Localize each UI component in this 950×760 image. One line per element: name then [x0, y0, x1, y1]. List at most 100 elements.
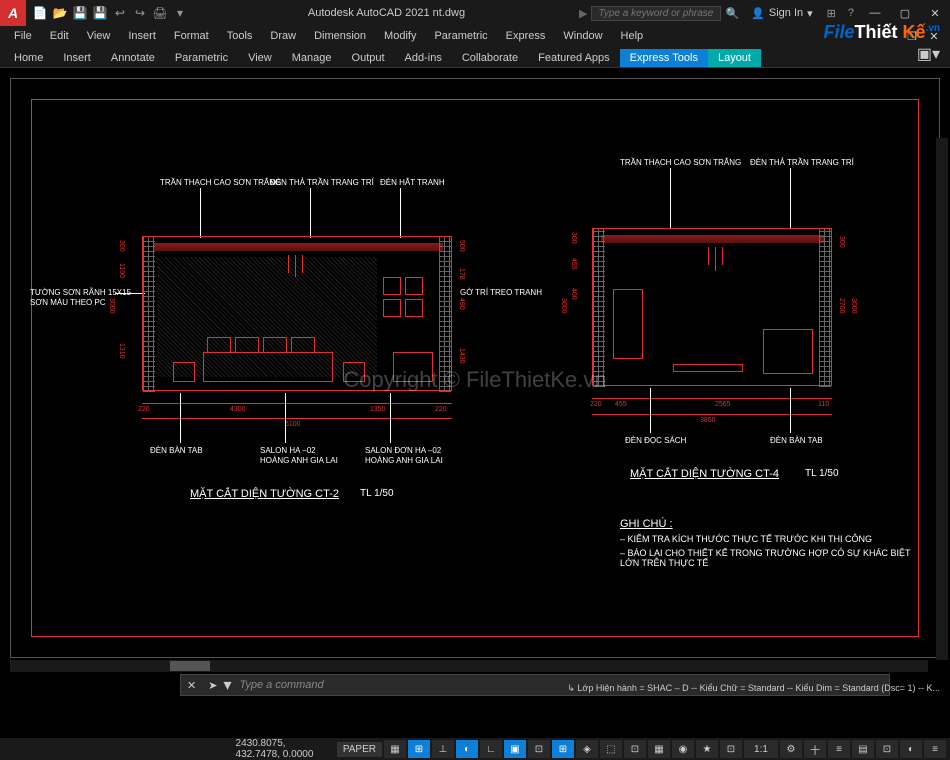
section-title: MẶT CẮT DIỆN TƯỜNG CT-2 — [190, 488, 339, 500]
menu-file[interactable]: File — [6, 28, 40, 44]
menu-parametric[interactable]: Parametric — [426, 28, 495, 44]
notes-item: – KIỂM TRA KÍCH THƯỚC THỰC TẾ TRƯỚC KHI … — [620, 534, 930, 544]
dim: 110 — [818, 401, 829, 408]
menu-bar: File Edit View Insert Format Tools Draw … — [0, 26, 950, 46]
status-3dosnap-icon[interactable]: ⊡ — [528, 740, 550, 758]
label: TRẦN THẠCH CAO SƠN TRẮNG — [620, 158, 741, 167]
tab-featured[interactable]: Featured Apps — [528, 49, 620, 67]
search-input[interactable] — [591, 6, 721, 21]
status-snap-icon[interactable]: ⊞ — [408, 740, 430, 758]
tab-addins[interactable]: Add-ins — [395, 49, 452, 67]
dim: 3000 — [850, 298, 857, 314]
status-bar: 2430.8075, 432.7478, 0.0000 PAPER ▦ ⊞ ⊥ … — [0, 738, 950, 760]
tab-collaborate[interactable]: Collaborate — [452, 49, 528, 67]
tab-annotate[interactable]: Annotate — [101, 49, 165, 67]
status-iso-icon[interactable]: ∟ — [480, 740, 502, 758]
tab-output[interactable]: Output — [342, 49, 395, 67]
tab-manage[interactable]: Manage — [282, 49, 342, 67]
dim: 220 — [590, 401, 602, 408]
dim: 490 — [458, 298, 465, 310]
status-polar-icon[interactable]: ◐ — [456, 740, 478, 758]
qat-print-icon[interactable]: 🖨 — [152, 5, 168, 21]
menu-tools[interactable]: Tools — [219, 28, 261, 44]
status-lwt-icon[interactable]: ◈ — [576, 740, 598, 758]
section-ct2: TRẦN THẠCH CAO SƠN TRẮNG ĐÈN THẢ TRẦN TR… — [30, 178, 490, 518]
status-transparency-icon[interactable]: ⬚ — [600, 740, 622, 758]
status-ws-icon[interactable]: ≡ — [828, 740, 850, 758]
menu-window[interactable]: Window — [555, 28, 610, 44]
tab-insert[interactable]: Insert — [53, 49, 101, 67]
space-toggle[interactable]: PAPER — [337, 742, 382, 757]
dim: 300 — [838, 236, 845, 248]
tab-express-tools[interactable]: Express Tools — [620, 49, 708, 67]
menu-view[interactable]: View — [79, 28, 119, 44]
section-ct4: TRẦN THẠCH CAO SƠN TRẮNG ĐÈN THẢ TRẦN TR… — [520, 158, 910, 518]
notes-item: – BÁO LẠI CHO THIẾT KẾ TRONG TRƯỜNG HỢP … — [620, 548, 930, 568]
dim: 3850 — [700, 417, 716, 424]
status-otrack-icon[interactable]: ⊞ — [552, 740, 574, 758]
window-title: Autodesk AutoCAD 2021 nt.dwg — [194, 7, 579, 19]
menu-edit[interactable]: Edit — [42, 28, 77, 44]
qat-saveas-icon[interactable]: 💾 — [92, 5, 108, 21]
status-scale[interactable]: 1:1 — [744, 740, 778, 758]
status-cycle-icon[interactable]: ⊡ — [624, 740, 646, 758]
dim: 1350 — [370, 406, 386, 413]
qat-more-icon[interactable]: ▾ — [172, 5, 188, 21]
tab-view[interactable]: View — [238, 49, 282, 67]
ribbon-minimize-icon[interactable]: ▣▾ — [911, 41, 946, 67]
status-osnap-icon[interactable]: ▣ — [504, 740, 526, 758]
qat-open-icon[interactable]: 📂 — [52, 5, 68, 21]
scrollbar-thumb[interactable] — [170, 661, 210, 671]
status-hw-icon[interactable]: ◐ — [900, 740, 922, 758]
menu-express[interactable]: Express — [498, 28, 554, 44]
status-units-icon[interactable]: ⊡ — [876, 740, 898, 758]
menu-draw[interactable]: Draw — [262, 28, 304, 44]
menu-insert[interactable]: Insert — [120, 28, 164, 44]
status-plus-icon[interactable]: 十 — [804, 740, 826, 758]
qat-save-icon[interactable]: 💾 — [72, 5, 88, 21]
qat-undo-icon[interactable]: ↩ — [112, 5, 128, 21]
section-scale: TL 1/50 — [360, 488, 394, 499]
status-monitor-icon[interactable]: ▤ — [852, 740, 874, 758]
status-clean-icon[interactable]: ≡ — [924, 740, 946, 758]
ribbon-tabs: Home Insert Annotate Parametric View Man… — [0, 46, 950, 68]
label: HOÀNG ANH GIA LAI — [260, 456, 338, 465]
qat-new-icon[interactable]: 📄 — [32, 5, 48, 21]
tab-home[interactable]: Home — [4, 49, 53, 67]
help-icon[interactable]: ? — [842, 7, 860, 19]
notes-block: GHI CHÚ : – KIỂM TRA KÍCH THƯỚC THỰC TẾ … — [620, 518, 930, 568]
menu-dimension[interactable]: Dimension — [306, 28, 374, 44]
tab-layout[interactable]: Layout — [708, 49, 761, 67]
cmd-close-icon[interactable]: ✕ — [181, 679, 202, 692]
vertical-scrollbar[interactable] — [936, 138, 948, 660]
status-dyn-icon[interactable]: ▦ — [648, 740, 670, 758]
search-icon[interactable]: 🔍 — [721, 7, 743, 20]
status-anno-icon[interactable]: ⊡ — [720, 740, 742, 758]
tab-parametric[interactable]: Parametric — [165, 49, 238, 67]
signin-button[interactable]: 👤 Sign In ▾ — [743, 7, 820, 20]
status-ortho-icon[interactable]: ⊥ — [432, 740, 454, 758]
status-icons: ▦ ⊞ ⊥ ◐ ∟ ▣ ⊡ ⊞ ◈ ⬚ ⊡ ▦ ◉ ★ ⊡ 1:1 ⚙ 十 ≡ … — [384, 740, 946, 758]
dim: 2565 — [715, 401, 731, 408]
menu-format[interactable]: Format — [166, 28, 217, 44]
menu-help[interactable]: Help — [613, 28, 652, 44]
dim: 220 — [435, 406, 447, 413]
drawing-canvas[interactable]: TRẦN THẠCH CAO SƠN TRẮNG ĐÈN THẢ TRẦN TR… — [0, 68, 950, 718]
dim: 3000 — [560, 298, 567, 314]
dim: 1310 — [118, 343, 125, 359]
cmd-prompt-icon: ➤ — [202, 679, 223, 692]
watermark-logo: FileThiết Kế.vn — [824, 22, 941, 43]
status-qp-icon[interactable]: ◉ — [672, 740, 694, 758]
menu-modify[interactable]: Modify — [376, 28, 424, 44]
quick-access-toolbar: 📄 📂 💾 💾 ↩ ↪ 🖨 ▾ — [26, 5, 194, 21]
autodesk-app-icon[interactable]: ⊞ — [821, 7, 842, 20]
label: ĐÈN BÀN TAB — [150, 446, 203, 455]
status-sc-icon[interactable]: ★ — [696, 740, 718, 758]
status-gear-icon[interactable]: ⚙ — [780, 740, 802, 758]
app-logo[interactable]: A — [0, 0, 26, 26]
qat-redo-icon[interactable]: ↪ — [132, 5, 148, 21]
chevron-down-icon: ▾ — [807, 7, 813, 20]
horizontal-scrollbar[interactable] — [10, 660, 928, 672]
status-grid-icon[interactable]: ▦ — [384, 740, 406, 758]
dim: 455 — [615, 401, 627, 408]
